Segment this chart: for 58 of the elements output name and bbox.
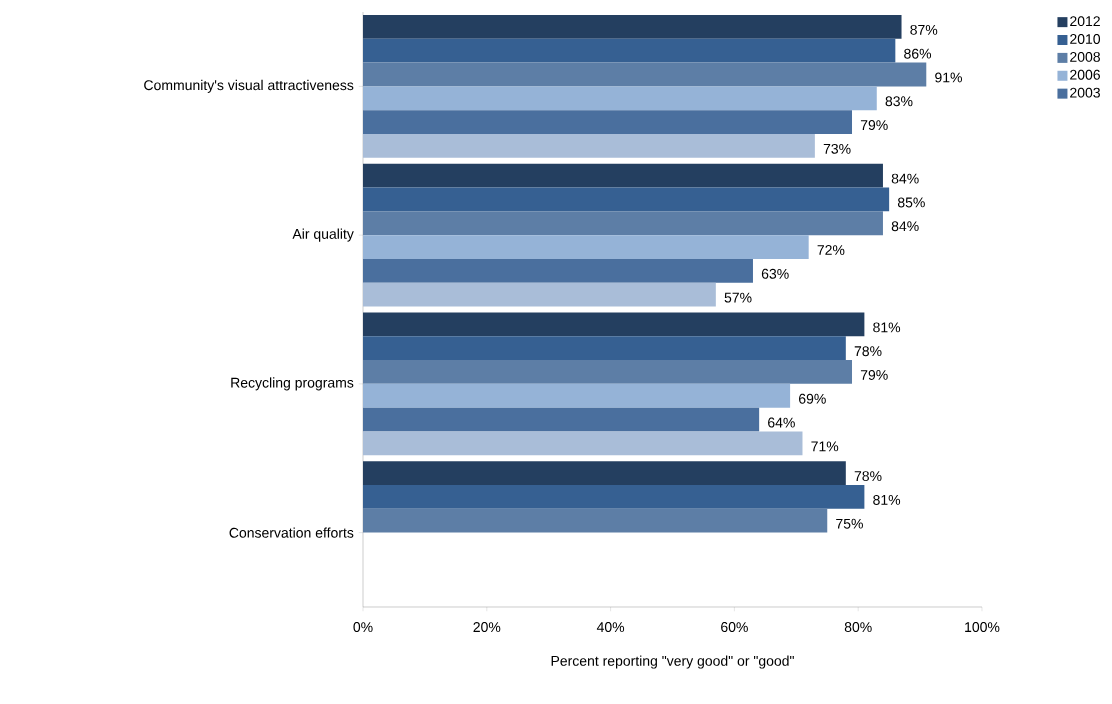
x-axis-title: Percent reporting "very good" or "good" xyxy=(551,655,794,669)
data-label: 84% xyxy=(891,221,919,232)
y-tick-label: Community's visual attractiveness xyxy=(144,79,354,93)
bar xyxy=(363,360,853,384)
data-label: 78% xyxy=(854,346,882,357)
bar xyxy=(363,312,865,337)
data-label: 71% xyxy=(811,441,839,452)
legend-label: 2010 xyxy=(1070,34,1101,44)
data-label: 64% xyxy=(768,417,795,428)
data-label: 75% xyxy=(836,518,863,529)
x-tick-label: 60% xyxy=(721,622,748,633)
data-label: 79% xyxy=(860,120,888,131)
data-label: 79% xyxy=(860,370,888,380)
bar xyxy=(363,282,716,307)
bar xyxy=(363,211,883,236)
bar xyxy=(363,110,853,134)
legend-label: 2008 xyxy=(1070,51,1100,62)
y-tick-label: Recycling programs xyxy=(231,377,354,391)
bar xyxy=(363,62,927,87)
data-label: 83% xyxy=(885,96,913,107)
bar xyxy=(363,187,890,212)
data-label: 73% xyxy=(823,143,851,154)
bar xyxy=(363,38,896,63)
bar xyxy=(363,133,815,158)
bar xyxy=(363,407,760,432)
data-label: 86% xyxy=(904,48,932,59)
bar xyxy=(363,461,846,486)
data-label: 78% xyxy=(854,471,882,482)
bar xyxy=(363,235,809,259)
bar xyxy=(363,258,753,283)
data-label: 91% xyxy=(935,72,963,83)
data-label: 57% xyxy=(724,292,752,303)
data-label: 85% xyxy=(897,197,925,208)
x-tick-label: 40% xyxy=(596,622,625,633)
y-tick-label: Air quality xyxy=(292,228,354,242)
bar xyxy=(363,86,877,111)
legend-label: 2006 xyxy=(1070,69,1100,80)
x-tick-label: 80% xyxy=(844,622,872,633)
data-label: 81% xyxy=(873,494,901,505)
data-label: 72% xyxy=(817,245,845,255)
legend-label: 2003 xyxy=(1070,87,1100,98)
data-label: 84% xyxy=(891,173,919,184)
data-label: 81% xyxy=(873,322,901,333)
bar xyxy=(363,383,791,408)
x-tick-label: 0% xyxy=(353,622,373,633)
y-tick-label: Conservation efforts xyxy=(229,527,354,538)
bar xyxy=(363,163,883,188)
data-label: 63% xyxy=(761,268,789,279)
legend-label: 2012 xyxy=(1070,16,1100,27)
bar xyxy=(363,336,846,361)
bar xyxy=(363,14,902,39)
data-label: 69% xyxy=(799,393,826,404)
x-tick-label: 20% xyxy=(473,622,501,633)
bar xyxy=(363,485,865,509)
bar xyxy=(363,508,828,533)
data-label: 87% xyxy=(910,24,938,35)
bar xyxy=(363,431,803,456)
x-tick-label: 100% xyxy=(965,622,1000,633)
